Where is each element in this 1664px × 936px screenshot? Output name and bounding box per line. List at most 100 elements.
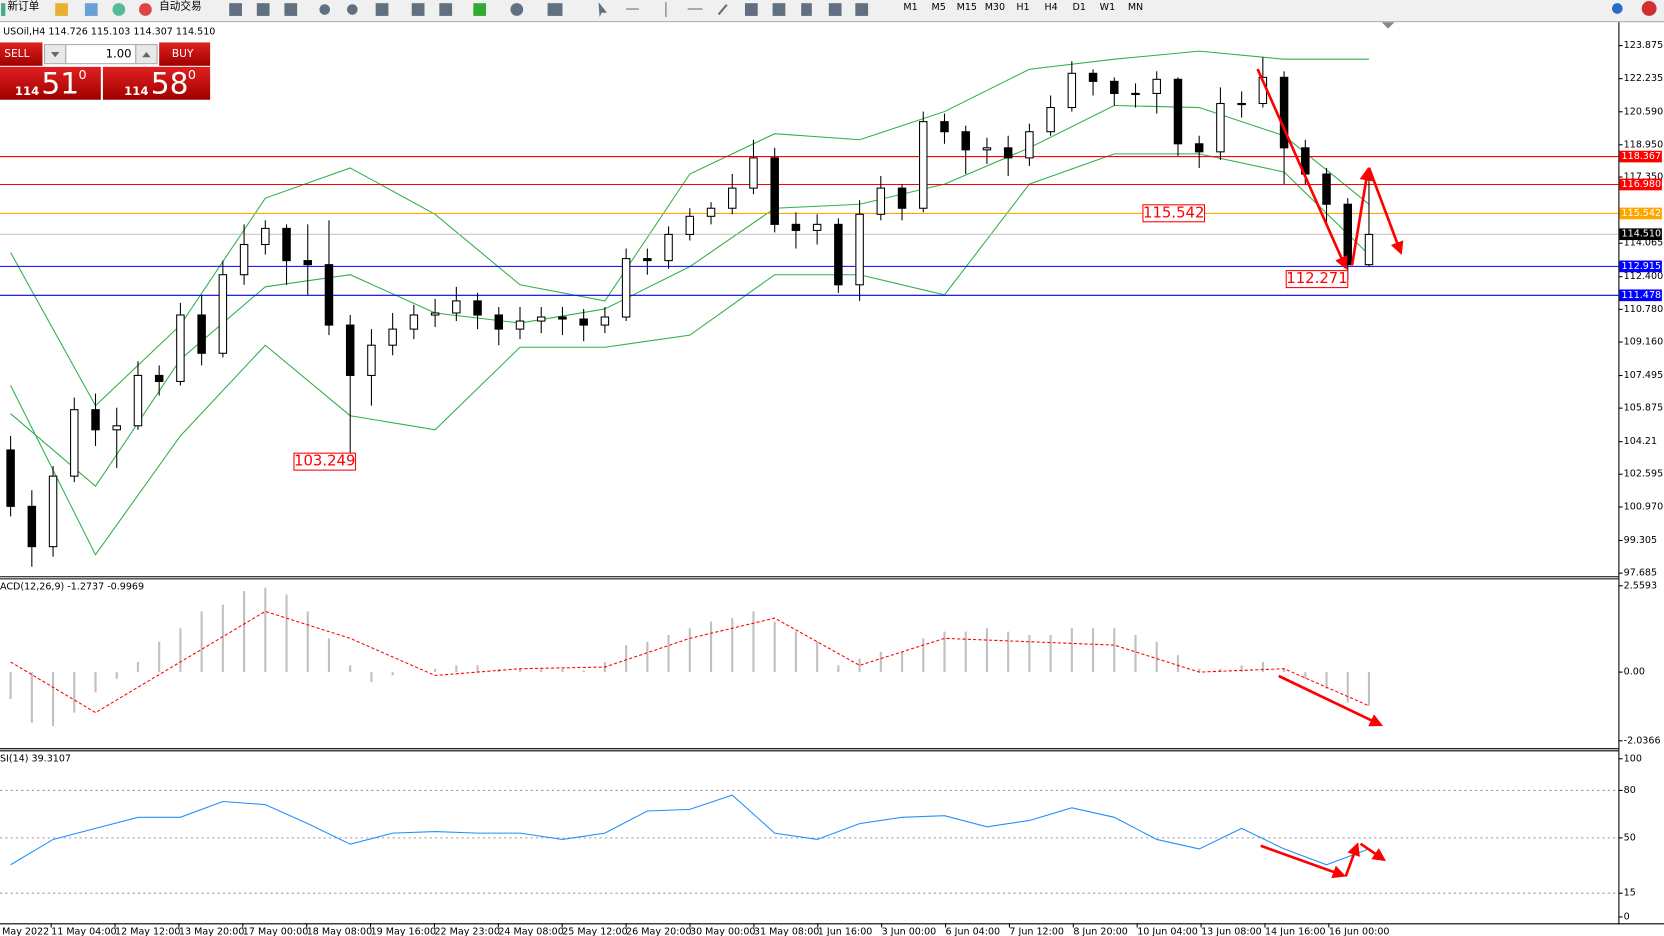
search-icon[interactable] (1612, 3, 1623, 14)
icon[interactable] (284, 3, 298, 16)
icon[interactable] (598, 2, 608, 17)
candle-body (176, 314, 185, 383)
x-tick-label: 18 May 08:00 (307, 926, 372, 936)
icon[interactable] (139, 3, 152, 16)
level-label: 115.542 (1622, 208, 1661, 219)
ask-box[interactable] (102, 66, 211, 100)
icon[interactable] (626, 8, 639, 10)
icon[interactable] (547, 3, 563, 16)
icon[interactable] (439, 3, 453, 16)
tool-icons (229, 1, 1657, 17)
level-label-bg (1619, 178, 1662, 191)
price-annotation: 115.542 (1143, 203, 1204, 221)
timeframe-button[interactable]: M30 (985, 2, 1005, 13)
level-label: 116.980 (1622, 179, 1661, 190)
plot-bg (0, 22, 1619, 925)
y-tick-label: 104.21 (1624, 436, 1657, 447)
trend-arrow (1256, 68, 1348, 270)
candle-body (1322, 173, 1331, 205)
icon[interactable] (855, 3, 869, 16)
x-tick-label: 11 May 04:00 (51, 926, 116, 936)
bollinger-lower (10, 153, 1370, 556)
icon[interactable] (801, 3, 812, 16)
candle-body (452, 300, 461, 314)
x-tick-label: 25 May 12:00 (562, 926, 627, 936)
icon[interactable] (112, 3, 126, 16)
y-tick-label: 99.305 (1624, 535, 1657, 546)
candle-body (706, 207, 716, 217)
icon[interactable] (1, 3, 6, 16)
candle-body (409, 314, 419, 330)
icon[interactable] (772, 3, 786, 16)
timeframe-button[interactable]: M5 (931, 2, 945, 13)
candle-body (1173, 78, 1183, 145)
candle-body (48, 475, 58, 548)
candle-body (791, 223, 801, 231)
buy-label[interactable]: BUY (172, 47, 194, 60)
bid-box[interactable] (0, 66, 101, 100)
candle-body (770, 157, 779, 225)
timeframe-button[interactable]: H4 (1045, 2, 1058, 13)
x-tick-label: 10 Jun 04:00 (1137, 926, 1198, 936)
candle-body (112, 425, 121, 431)
timeframe-button[interactable]: MN (1128, 2, 1143, 13)
icon[interactable] (687, 8, 703, 10)
x-tick-label: 17 May 00:00 (243, 926, 308, 936)
bid-big-figure: 114 (15, 84, 39, 98)
candle-body (897, 187, 907, 209)
timeframe-button[interactable]: D1 (1073, 2, 1086, 13)
y-tick-label: 122.235 (1624, 73, 1663, 84)
icon[interactable] (717, 3, 728, 16)
lot-value[interactable]: 1.00 (106, 47, 132, 61)
price-annotation: 103.249 (294, 452, 355, 470)
timeframe-button[interactable]: M15 (957, 2, 977, 13)
auto-trading[interactable]: 自动交易 (159, 0, 201, 12)
bid-point: 0 (79, 68, 87, 83)
icon[interactable] (347, 4, 358, 15)
icon[interactable] (828, 3, 842, 16)
candle-body (133, 374, 143, 427)
level-label-bg (1619, 289, 1662, 302)
x-tick-label: 13 May 20:00 (179, 926, 244, 936)
y-tick-label: 107.495 (1624, 370, 1663, 381)
y-tick-label: 102.595 (1624, 469, 1663, 480)
sell-button[interactable] (0, 42, 43, 66)
candle-body (600, 316, 610, 326)
icon[interactable] (55, 3, 68, 16)
toolbar: 新订单 自动交易 (0, 0, 1664, 23)
y-tick-label: 112.400 (1624, 271, 1663, 282)
x-tick-label: 24 May 08:00 (498, 926, 563, 936)
sell-label[interactable]: SELL (4, 47, 29, 60)
icon[interactable] (84, 3, 98, 16)
icon[interactable] (665, 2, 667, 17)
shift-marker (1381, 22, 1395, 29)
y-tick-label: 100.970 (1624, 501, 1663, 512)
candle-body (855, 213, 864, 286)
new-order[interactable]: 新订单 (7, 0, 39, 12)
x-tick-label: 16 Jun 00:00 (1329, 926, 1390, 936)
icon[interactable] (411, 3, 425, 16)
icon[interactable] (375, 3, 389, 16)
y-tick-label: 117.350 (1624, 172, 1663, 183)
panel-title: USOil,H4 114.726 115.103 114.307 114.510 (3, 26, 215, 37)
trend-arrow (1260, 844, 1347, 879)
icon[interactable] (256, 3, 270, 16)
notification-icon[interactable] (1641, 1, 1657, 16)
buy-button[interactable] (159, 42, 211, 66)
icon[interactable] (229, 3, 242, 16)
price-annotation-box (293, 452, 357, 471)
y-tick-label: 0 (1624, 911, 1630, 922)
candle-body (388, 328, 397, 346)
icon[interactable] (473, 3, 487, 16)
candle-body (1343, 203, 1352, 266)
x-tick-label: 30 May 00:00 (690, 926, 755, 936)
icon[interactable] (319, 4, 331, 15)
y-tick-label: 97.685 (1624, 568, 1657, 579)
timeframe-button[interactable]: W1 (1100, 2, 1116, 13)
timeframe-button[interactable]: H1 (1016, 2, 1029, 13)
y-tick-label: 123.875 (1624, 40, 1663, 51)
arrow-down (50, 52, 60, 58)
icon[interactable] (510, 3, 524, 16)
timeframe-button[interactable]: M1 (903, 2, 917, 13)
icon[interactable] (744, 3, 758, 16)
